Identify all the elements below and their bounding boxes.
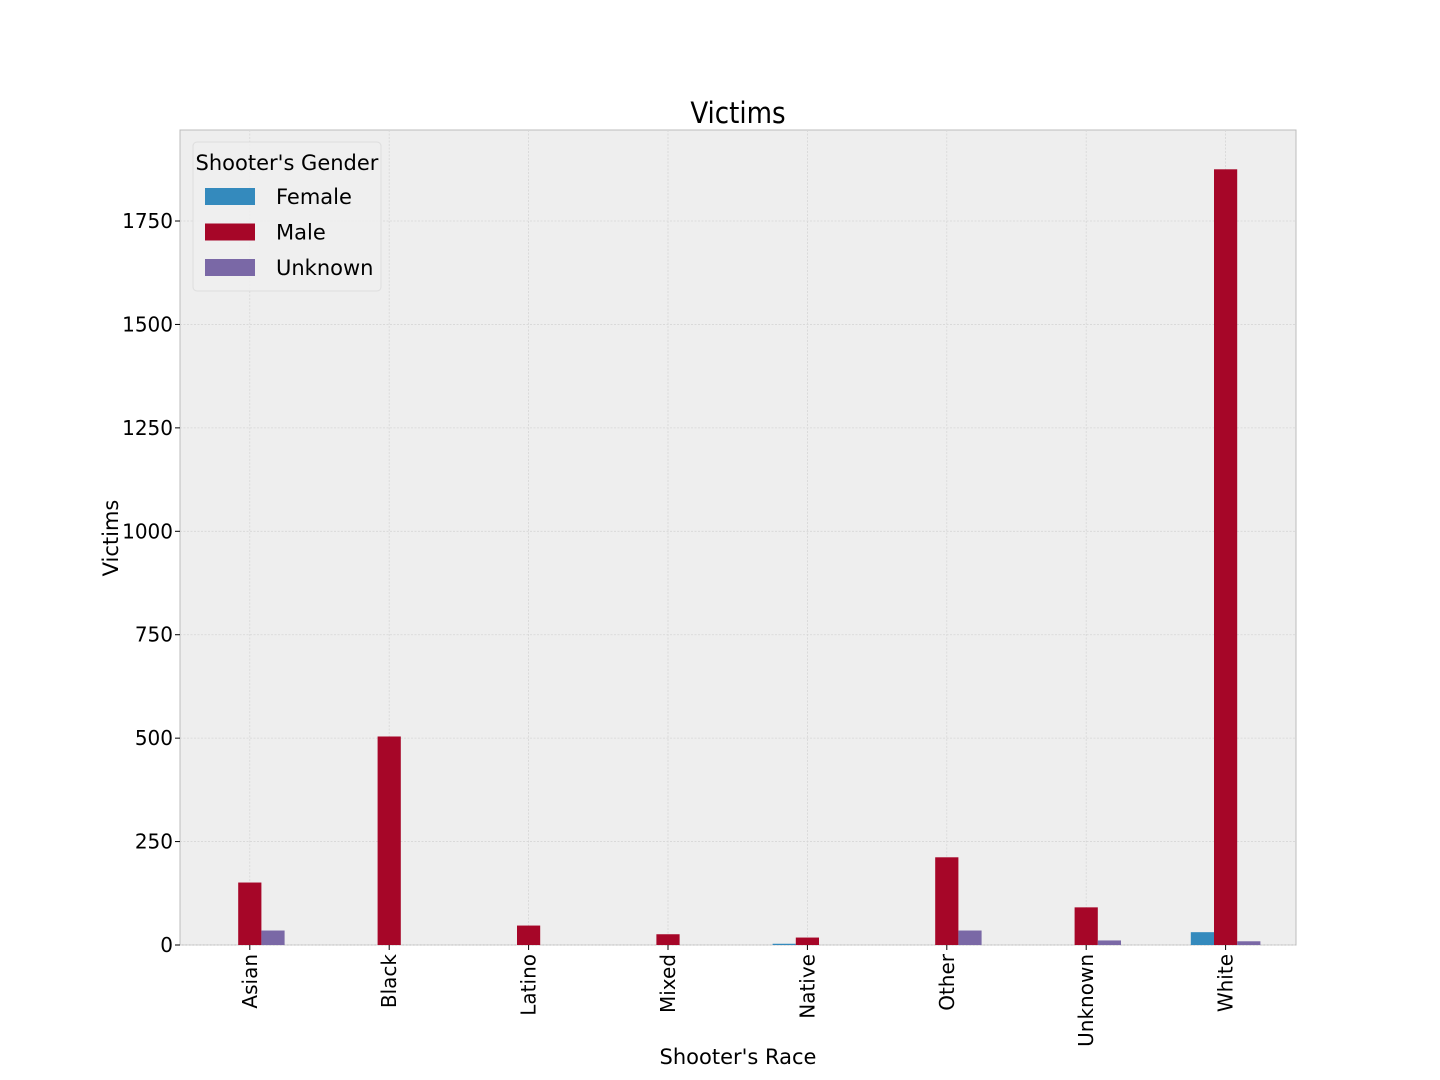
chart-title: Victims	[690, 96, 785, 130]
y-tick-label: 1250	[122, 416, 173, 440]
bar-unknown-other	[958, 930, 982, 945]
y-tick-label: 750	[135, 623, 173, 647]
bar-female-white	[1190, 932, 1214, 945]
x-tick-label-white: White	[1214, 954, 1238, 1012]
x-tick-label-black: Black	[377, 954, 401, 1009]
x-axis-ticks: Asian Black Latino Mixed Native Other Unknown W…	[238, 945, 1238, 1047]
bar-male-white	[1214, 169, 1238, 946]
x-tick-label-unknown: Unknown	[1074, 954, 1098, 1047]
legend: Shooter's Gender Female Male Unknown	[192, 141, 382, 292]
bar-unknown-asian	[261, 930, 285, 945]
bar-male-latino	[517, 925, 541, 945]
y-axis-label: Victims	[99, 500, 123, 577]
y-tick-label: 0	[160, 933, 173, 957]
legend-label-male: Male	[276, 221, 326, 245]
y-tick-label: 250	[135, 830, 173, 854]
legend-box	[192, 141, 382, 292]
x-tick-label-native: Native	[795, 954, 819, 1019]
bar-unknown-unknown	[1097, 940, 1121, 945]
bar-male-unknown	[1074, 907, 1098, 945]
bar-female-native	[772, 943, 796, 945]
bar-male-other	[935, 857, 959, 945]
y-tick-label: 1000	[122, 519, 173, 543]
y-tick-label: 1500	[122, 312, 173, 336]
bar-male-native	[795, 937, 819, 945]
legend-items: Female Male Unknown	[205, 185, 373, 280]
legend-swatch-female	[205, 188, 255, 205]
bar-male-mixed	[656, 934, 680, 945]
x-tick-label-mixed: Mixed	[656, 954, 680, 1013]
x-tick-label-asian: Asian	[238, 954, 262, 1009]
x-tick-label-other: Other	[935, 953, 959, 1011]
bar-unknown-white	[1237, 941, 1261, 945]
y-axis-ticks: 0 250 500 750 1000 1250 1500 1750	[122, 209, 180, 957]
y-tick-label: 500	[135, 726, 173, 750]
legend-swatch-male	[205, 223, 255, 241]
grid-lines	[180, 130, 1296, 946]
bar-male-black	[377, 736, 401, 945]
x-axis-label: Shooter's Race	[660, 1045, 817, 1069]
legend-title: Shooter's Gender	[196, 151, 379, 175]
y-tick-label: 1750	[122, 209, 173, 233]
bar-male-asian	[238, 882, 262, 945]
legend-label-unknown: Unknown	[276, 256, 373, 280]
x-tick-label-latino: Latino	[517, 954, 541, 1016]
legend-swatch-unknown	[205, 259, 255, 276]
bars	[238, 169, 1261, 946]
legend-label-female: Female	[276, 185, 352, 209]
